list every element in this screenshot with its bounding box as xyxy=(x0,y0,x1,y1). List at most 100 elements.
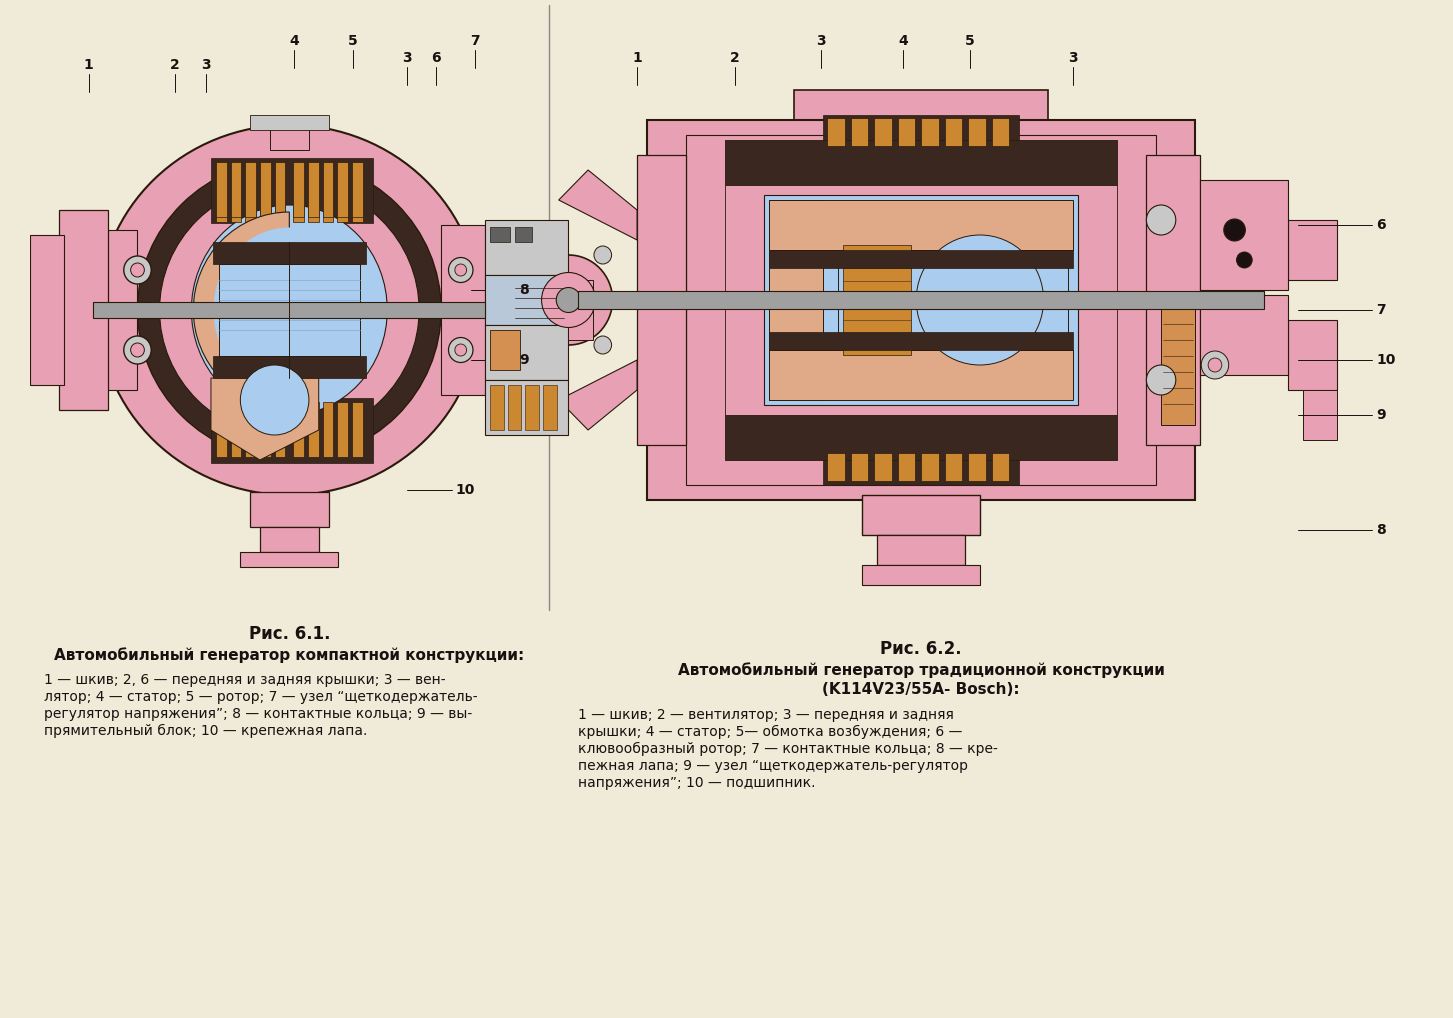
Bar xyxy=(543,385,556,430)
Bar xyxy=(211,158,372,223)
Text: 4: 4 xyxy=(289,34,299,48)
Polygon shape xyxy=(211,378,318,460)
Bar xyxy=(231,402,241,457)
Polygon shape xyxy=(10,258,26,267)
Text: (K114V23/55А- Bosch):: (K114V23/55А- Bosch): xyxy=(822,682,1020,697)
Ellipse shape xyxy=(455,264,466,276)
Ellipse shape xyxy=(594,336,612,354)
Bar xyxy=(294,162,304,222)
Ellipse shape xyxy=(917,235,1043,365)
Bar xyxy=(1200,295,1289,375)
Bar xyxy=(991,453,1010,480)
Bar xyxy=(337,162,349,217)
Bar xyxy=(93,302,485,318)
Bar xyxy=(827,453,844,480)
Bar xyxy=(485,275,568,325)
Text: 6: 6 xyxy=(432,51,442,65)
Text: регулятор напряжения”; 8 — контактные кольца; 9 — вы-: регулятор напряжения”; 8 — контактные ко… xyxy=(45,706,472,721)
Bar xyxy=(260,162,270,217)
Text: 6: 6 xyxy=(1376,218,1386,232)
Bar xyxy=(323,162,333,217)
Bar xyxy=(246,402,256,457)
Bar xyxy=(793,90,1049,120)
Bar xyxy=(246,162,256,217)
Text: 1: 1 xyxy=(632,51,642,65)
Bar xyxy=(875,453,892,480)
Bar xyxy=(246,162,256,222)
Ellipse shape xyxy=(1237,252,1252,268)
Wedge shape xyxy=(193,212,289,408)
Bar xyxy=(1146,155,1200,445)
Text: 3: 3 xyxy=(817,34,825,48)
Bar xyxy=(850,453,869,480)
Bar xyxy=(511,282,565,318)
Text: Автомобильный генератор компактной конструкции:: Автомобильный генератор компактной конст… xyxy=(54,647,525,663)
Text: 1 — шкив; 2, 6 — передняя и задняя крышки; 3 — вен-: 1 — шкив; 2, 6 — передняя и задняя крышк… xyxy=(45,673,446,687)
Text: 3: 3 xyxy=(1068,51,1078,65)
Bar xyxy=(231,162,241,217)
Polygon shape xyxy=(10,366,26,375)
Bar xyxy=(260,402,270,457)
Bar xyxy=(514,227,532,242)
Bar xyxy=(1289,320,1337,390)
Bar xyxy=(827,118,844,146)
Ellipse shape xyxy=(556,287,581,313)
Text: 2: 2 xyxy=(731,51,740,65)
Bar xyxy=(769,200,824,400)
Bar xyxy=(647,120,1196,500)
Polygon shape xyxy=(559,170,636,240)
Bar xyxy=(485,220,568,275)
Bar xyxy=(1289,220,1337,280)
Bar xyxy=(769,350,1072,400)
Polygon shape xyxy=(10,294,26,303)
Bar xyxy=(260,527,318,552)
Polygon shape xyxy=(10,240,26,249)
Bar xyxy=(636,155,686,445)
Bar xyxy=(352,162,363,222)
Bar xyxy=(211,398,372,463)
Text: лятор; 4 — статор; 5 — ротор; 7 — узел “щеткодержатель-: лятор; 4 — статор; 5 — ротор; 7 — узел “… xyxy=(45,690,478,704)
Bar xyxy=(99,230,138,390)
Bar xyxy=(442,225,485,395)
Bar xyxy=(898,118,915,146)
Bar xyxy=(725,185,1117,415)
Bar xyxy=(275,162,285,217)
Ellipse shape xyxy=(449,258,474,283)
Bar xyxy=(93,254,108,365)
Bar xyxy=(578,291,1264,309)
Bar xyxy=(1303,390,1337,440)
Bar xyxy=(838,252,1068,348)
Bar xyxy=(921,453,939,480)
Bar xyxy=(944,453,962,480)
Bar xyxy=(275,402,285,457)
Bar xyxy=(725,140,1117,185)
Text: 5: 5 xyxy=(349,34,357,48)
Text: Рис. 6.2.: Рис. 6.2. xyxy=(881,640,962,658)
Bar xyxy=(323,402,333,457)
Bar xyxy=(898,453,915,480)
Ellipse shape xyxy=(138,160,442,460)
Polygon shape xyxy=(10,276,26,285)
Ellipse shape xyxy=(214,227,365,393)
Polygon shape xyxy=(559,360,636,430)
Bar xyxy=(878,535,965,565)
Text: 7: 7 xyxy=(471,34,481,48)
Bar xyxy=(850,118,869,146)
Bar xyxy=(490,330,520,370)
Bar xyxy=(485,325,568,380)
Bar xyxy=(843,245,911,355)
Ellipse shape xyxy=(1146,205,1175,235)
Bar xyxy=(308,402,318,457)
Ellipse shape xyxy=(131,263,144,277)
Bar xyxy=(214,242,366,264)
Text: 8: 8 xyxy=(520,283,529,297)
Bar xyxy=(490,385,504,430)
Ellipse shape xyxy=(99,125,481,495)
Bar xyxy=(944,118,962,146)
Bar xyxy=(769,200,1072,250)
Bar xyxy=(216,162,227,222)
Bar xyxy=(260,162,270,222)
Bar xyxy=(294,162,304,217)
Polygon shape xyxy=(10,312,26,321)
Bar xyxy=(862,495,979,535)
